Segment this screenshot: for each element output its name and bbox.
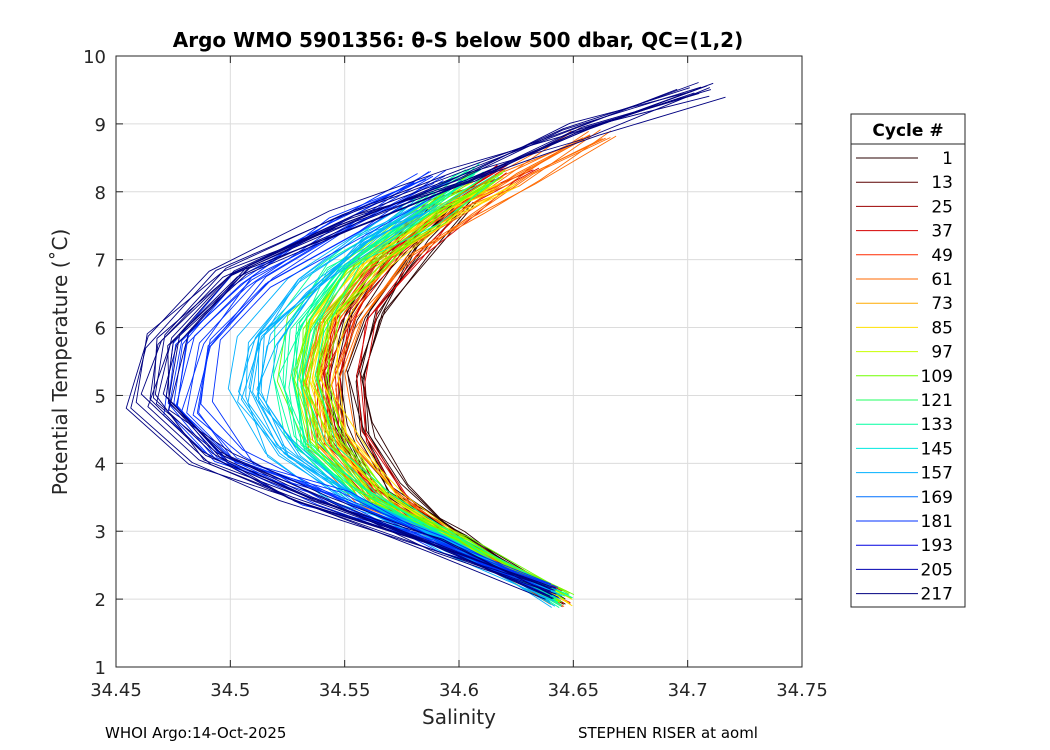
y-tick-label: 10 — [83, 47, 106, 68]
series-line — [314, 176, 573, 599]
series-line — [165, 82, 714, 596]
series-group — [125, 82, 726, 600]
legend-label: 145 — [921, 439, 953, 459]
legend-title: Cycle # — [872, 121, 943, 141]
series-line — [211, 180, 559, 588]
series-line — [313, 177, 563, 603]
y-tick-label: 7 — [95, 251, 106, 272]
y-tick-label: 3 — [95, 522, 106, 543]
series-line — [149, 90, 693, 586]
legend: Cycle # 1 13 25 37 49 61 73 85 97 109 121 133 145 157… — [850, 113, 966, 608]
y-tick-label: 6 — [95, 319, 106, 340]
legend-box — [850, 113, 966, 608]
x-tick-label: 34.5 — [210, 680, 250, 701]
series-line — [200, 180, 552, 585]
legend-label: 85 — [931, 318, 953, 338]
series-line — [344, 135, 617, 607]
x-tick-label: 34.6 — [439, 680, 479, 701]
series-line — [292, 168, 559, 603]
series-line — [363, 192, 566, 605]
footer-right-caption: STEPHEN RISER at aoml — [578, 724, 758, 742]
y-tick-label: 4 — [95, 454, 106, 475]
series-line — [125, 96, 682, 600]
series-line — [317, 182, 570, 595]
series-line — [168, 96, 726, 598]
legend-label: 25 — [931, 197, 953, 217]
legend-label: 133 — [921, 415, 953, 435]
y-tick-label: 2 — [95, 590, 106, 611]
axis-ticks: 34.45 34.5 34.55 34.6 34.65 34.7 34.75 1 2 3 4 5 6 7 8… — [83, 47, 828, 701]
y-axis-label: Potential Temperature (˚C) — [48, 229, 72, 496]
legend-label: 61 — [931, 270, 953, 290]
y-tick-label: 1 — [95, 658, 106, 679]
series-line — [140, 86, 702, 591]
x-axis-label: Salinity — [422, 705, 496, 729]
series-line — [135, 87, 690, 597]
series-line — [198, 180, 557, 590]
series-line — [336, 186, 573, 600]
legend-label: 121 — [921, 391, 953, 411]
series-layer — [125, 82, 726, 608]
legend-label: 193 — [921, 536, 953, 556]
legend-label: 181 — [921, 512, 953, 532]
legend-label: 49 — [931, 246, 953, 266]
legend-label: 109 — [921, 367, 953, 387]
legend-label: 37 — [931, 222, 953, 242]
y-tick-label: 9 — [95, 115, 106, 136]
y-tick-label: 8 — [95, 183, 106, 204]
x-tick-label: 34.55 — [319, 680, 371, 701]
legend-label: 97 — [931, 343, 953, 363]
y-tick-label: 5 — [95, 386, 106, 407]
series-line — [130, 88, 678, 592]
series-line — [154, 82, 699, 587]
series-line — [186, 171, 546, 595]
legend-label: 157 — [921, 464, 953, 484]
legend-label: 73 — [931, 294, 953, 314]
legend-entries: 1 13 25 37 49 61 73 85 97 109 121 133 145 157 169 181 19… — [856, 149, 953, 605]
series-line — [325, 172, 572, 599]
footer-left-caption: WHOI Argo:14-Oct-2025 — [105, 724, 287, 742]
legend-label: 217 — [921, 585, 953, 605]
series-line — [257, 210, 555, 597]
legend-label: 205 — [921, 560, 953, 580]
legend-label: 169 — [921, 488, 953, 508]
series-line — [327, 177, 571, 594]
x-tick-label: 34.75 — [776, 680, 828, 701]
x-tick-label: 34.45 — [90, 680, 142, 701]
legend-label: 13 — [931, 173, 953, 193]
series-line — [300, 171, 562, 606]
x-tick-label: 34.65 — [548, 680, 600, 701]
x-tick-label: 34.7 — [668, 680, 708, 701]
series-line — [155, 87, 710, 599]
chart-title: Argo WMO 5901356: θ-S below 500 dbar, QC… — [173, 28, 743, 52]
legend-label: 1 — [942, 149, 953, 169]
